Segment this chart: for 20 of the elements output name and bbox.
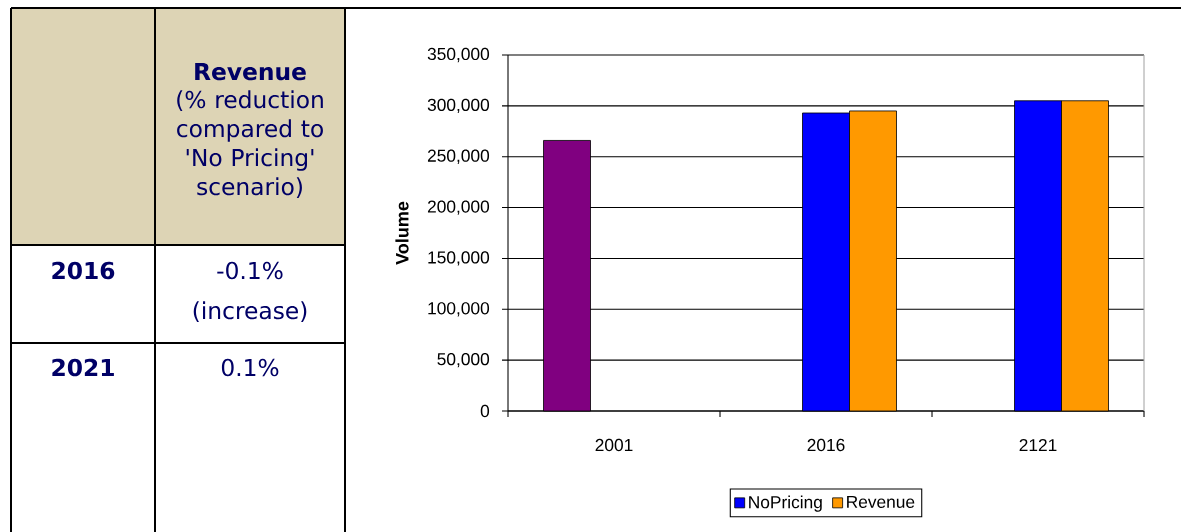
text: 0.1% (221, 358, 279, 377)
y-tick-label: 0 (480, 404, 490, 418)
x-tick-label: 2001 (595, 438, 633, 452)
text: 2021 (52, 358, 114, 377)
y-tick-label: 200,000 (427, 200, 490, 215)
text: -0.1% (increase) (193, 261, 307, 323)
text: (% reduction compared to 'No Pricing' scenario) (177, 90, 323, 199)
y-tick-label: 150,000 (428, 251, 490, 266)
legend-label: Revenue (847, 495, 915, 508)
y-axis-title: Volume (395, 201, 409, 265)
y-tick-label: 250,000 (427, 149, 490, 164)
y-tick-label: 50,000 (437, 352, 490, 368)
y-tick-label: 300,000 (427, 98, 490, 114)
x-tick-label: 2016 (807, 438, 845, 452)
y-tick-label: 350,000 (427, 47, 490, 63)
x-tick-label: 2121 (1019, 438, 1057, 452)
y-tick-label: 100,000 (428, 302, 490, 317)
text: Revenue (195, 62, 306, 81)
legend-label: NoPricing (749, 495, 822, 512)
text: 2016 (52, 261, 115, 280)
